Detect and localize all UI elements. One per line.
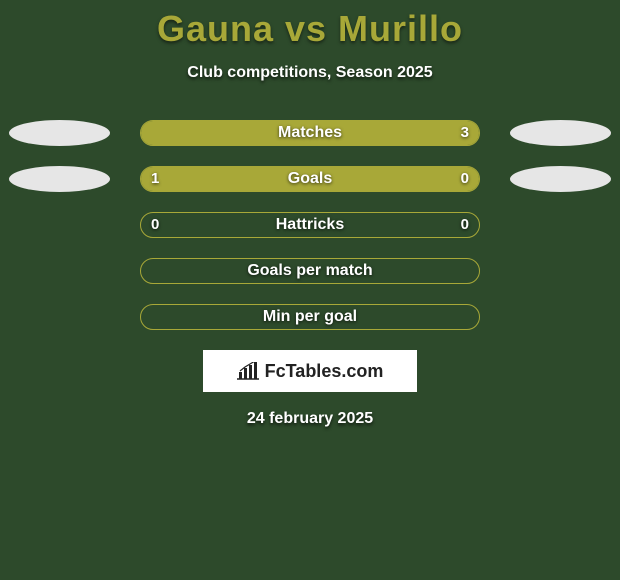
stat-label: Matches — [141, 121, 479, 145]
stat-bar: Min per goal — [140, 304, 480, 330]
date-text: 24 february 2025 — [0, 410, 620, 428]
stat-label: Hattricks — [141, 213, 479, 237]
infographic-container: Gauna vs Murillo Club competitions, Seas… — [0, 0, 620, 580]
bar-chart-icon — [237, 362, 259, 380]
player-right-ellipse — [510, 166, 611, 192]
subtitle: Club competitions, Season 2025 — [0, 50, 620, 82]
stat-bar: 00Hattricks — [140, 212, 480, 238]
logo-text: FcTables.com — [265, 361, 384, 382]
page-title: Gauna vs Murillo — [0, 0, 620, 50]
player-right-ellipse — [510, 120, 611, 146]
logo-box: FcTables.com — [203, 350, 417, 392]
stat-bar: 3Matches — [140, 120, 480, 146]
player-left-ellipse — [9, 120, 110, 146]
stat-row: 00Hattricks — [0, 212, 620, 238]
stat-label: Min per goal — [141, 305, 479, 329]
stat-bar: Goals per match — [140, 258, 480, 284]
stat-label: Goals per match — [141, 259, 479, 283]
player-left-ellipse — [9, 166, 110, 192]
stat-row: 10Goals — [0, 166, 620, 192]
stat-row: Goals per match — [0, 258, 620, 284]
stat-rows: 3Matches 10Goals 00Hattricks Goals per matc… — [0, 120, 620, 330]
stat-bar: 10Goals — [140, 166, 480, 192]
stat-row: 3Matches — [0, 120, 620, 146]
stat-label: Goals — [141, 167, 479, 191]
stat-row: Min per goal — [0, 304, 620, 330]
